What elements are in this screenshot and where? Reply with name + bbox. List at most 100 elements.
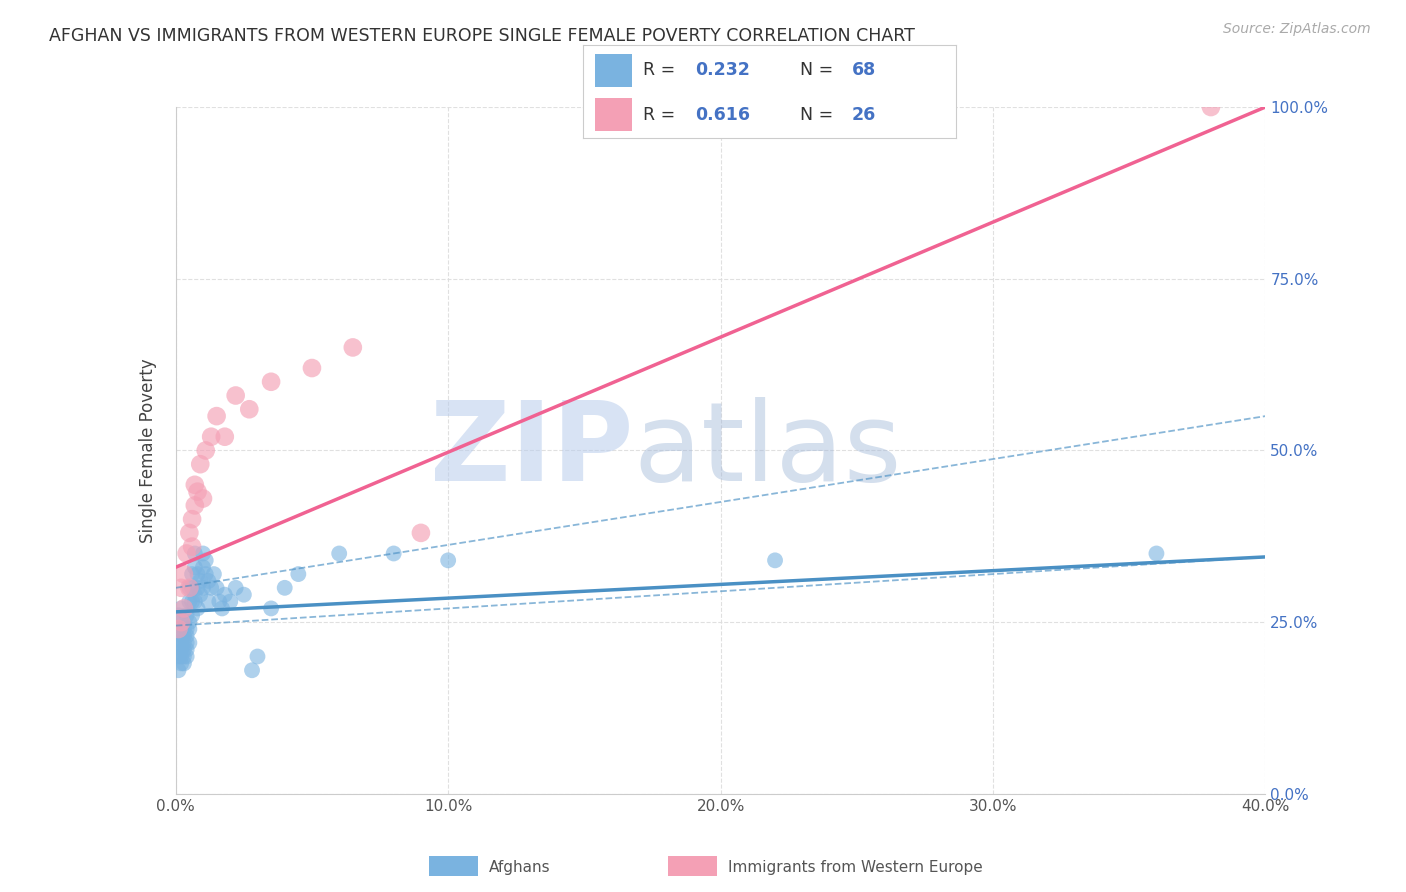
Point: [240, 663, 263, 677]
Point: [238, 402, 260, 417]
Point: [184, 588, 207, 602]
Point: [191, 546, 214, 561]
Point: [301, 361, 323, 376]
Point: [409, 525, 432, 540]
Point: [1199, 100, 1222, 114]
Point: [179, 581, 201, 595]
Point: [200, 581, 222, 595]
Point: [205, 581, 228, 595]
Point: [260, 601, 283, 615]
Point: [214, 430, 236, 444]
Point: [176, 636, 198, 650]
Point: [173, 601, 195, 615]
Point: [205, 409, 228, 423]
Point: [176, 622, 198, 636]
Point: [287, 567, 309, 582]
Point: [184, 560, 207, 574]
Point: [167, 649, 190, 664]
Point: [191, 560, 214, 574]
Point: [186, 581, 209, 595]
Point: [194, 567, 217, 582]
Point: [179, 594, 201, 608]
Point: [167, 663, 190, 677]
Point: [170, 601, 193, 615]
Point: [186, 484, 209, 499]
Text: 26: 26: [852, 106, 876, 124]
Point: [188, 457, 211, 471]
Point: [181, 594, 204, 608]
Text: N =: N =: [800, 106, 838, 124]
Point: [232, 588, 254, 602]
Point: [179, 636, 201, 650]
Point: [181, 608, 204, 623]
Point: [184, 546, 207, 561]
Point: [179, 615, 201, 630]
Point: [170, 642, 193, 657]
Point: [170, 615, 193, 630]
Point: [191, 491, 214, 506]
Point: [184, 594, 207, 608]
Text: Immigrants from Western Europe: Immigrants from Western Europe: [728, 861, 983, 875]
Point: [176, 608, 198, 623]
Point: [176, 629, 198, 643]
Point: [186, 567, 209, 582]
Text: R =: R =: [643, 106, 681, 124]
Point: [173, 636, 195, 650]
Point: [167, 622, 190, 636]
Text: AFGHAN VS IMMIGRANTS FROM WESTERN EUROPE SINGLE FEMALE POVERTY CORRELATION CHART: AFGHAN VS IMMIGRANTS FROM WESTERN EUROPE…: [49, 27, 915, 45]
Point: [167, 636, 190, 650]
Point: [225, 388, 247, 402]
Point: [246, 649, 269, 664]
Point: [179, 525, 201, 540]
Point: [176, 642, 198, 657]
Point: [200, 430, 222, 444]
Point: [179, 581, 201, 595]
Point: [181, 512, 204, 526]
Point: [260, 375, 283, 389]
Point: [214, 588, 236, 602]
Text: atlas: atlas: [633, 397, 901, 504]
Point: [225, 581, 247, 595]
Point: [382, 546, 405, 561]
Point: [763, 553, 786, 567]
Point: [1144, 546, 1167, 561]
Point: [176, 546, 198, 561]
Point: [173, 649, 195, 664]
Point: [170, 657, 193, 671]
Point: [176, 649, 198, 664]
Point: [181, 567, 204, 582]
Point: [202, 567, 225, 582]
Point: [437, 553, 460, 567]
Point: [328, 546, 350, 561]
Point: [179, 622, 201, 636]
Point: [173, 567, 195, 582]
Point: [170, 581, 193, 595]
Point: [194, 553, 217, 567]
Point: [188, 588, 211, 602]
Point: [173, 657, 195, 671]
Point: [208, 594, 231, 608]
Point: [173, 622, 195, 636]
Point: [181, 540, 204, 554]
Point: [194, 443, 217, 458]
Y-axis label: Single Female Poverty: Single Female Poverty: [139, 359, 157, 542]
Text: 68: 68: [852, 62, 876, 79]
Point: [173, 629, 195, 643]
Text: ZIP: ZIP: [430, 397, 633, 504]
Point: [211, 601, 233, 615]
Point: [170, 649, 193, 664]
Point: [186, 601, 209, 615]
Point: [188, 574, 211, 588]
Point: [170, 636, 193, 650]
Point: [342, 340, 364, 354]
Point: [167, 608, 190, 623]
Point: [197, 594, 219, 608]
Text: R =: R =: [643, 62, 681, 79]
Point: [219, 594, 242, 608]
Point: [184, 478, 207, 492]
Text: N =: N =: [800, 62, 838, 79]
Text: 0.232: 0.232: [695, 62, 751, 79]
Point: [197, 574, 219, 588]
Point: [170, 615, 193, 630]
Text: Source: ZipAtlas.com: Source: ZipAtlas.com: [1223, 22, 1371, 37]
